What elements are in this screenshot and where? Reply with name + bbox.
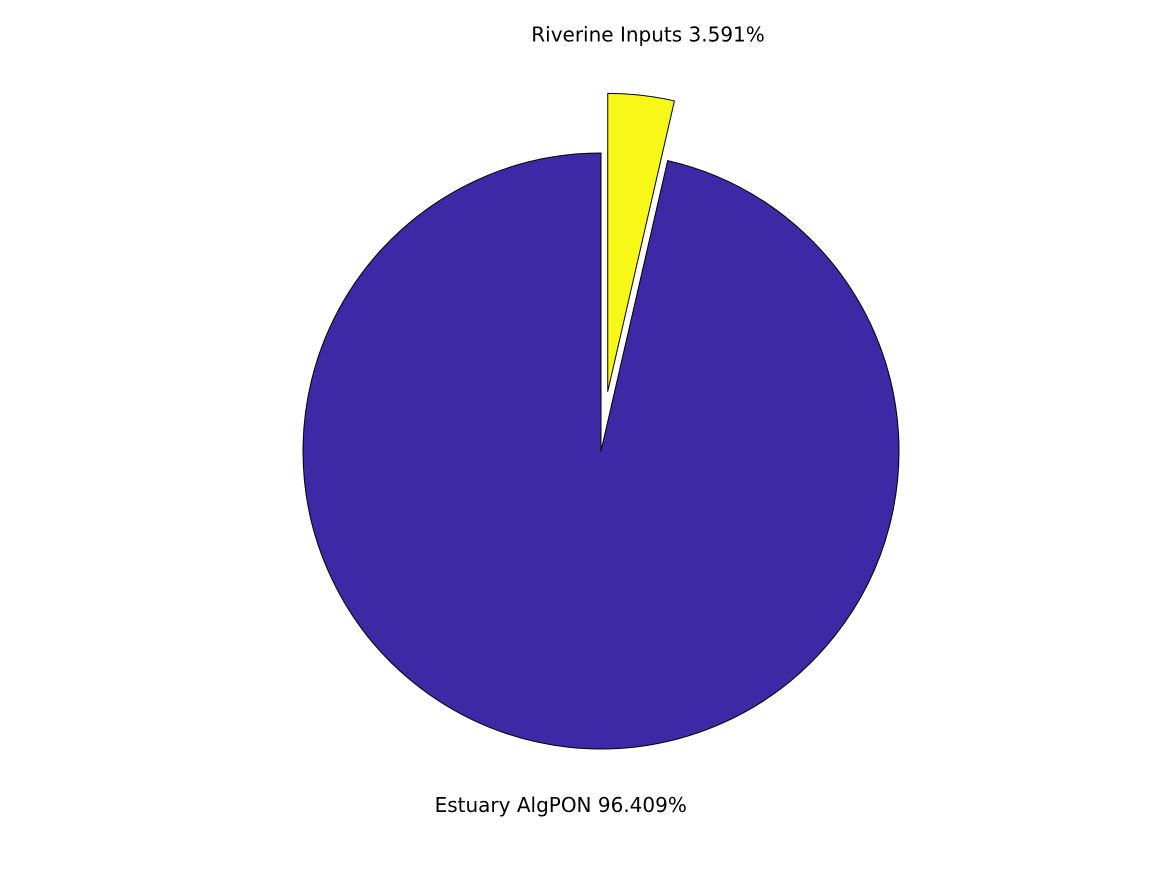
pie-slice-estuary-algpon	[302, 152, 900, 750]
pie-labels: Riverine Inputs 3.591% Estuary AlgPON 96.…	[435, 23, 765, 817]
pie-slice-riverine-inputs	[607, 92, 675, 392]
pie-label-riverine-inputs: Riverine Inputs 3.591%	[531, 23, 765, 47]
pie-slices	[302, 92, 900, 750]
pie-label-estuary-algpon: Estuary AlgPON 96.409%	[435, 793, 687, 817]
